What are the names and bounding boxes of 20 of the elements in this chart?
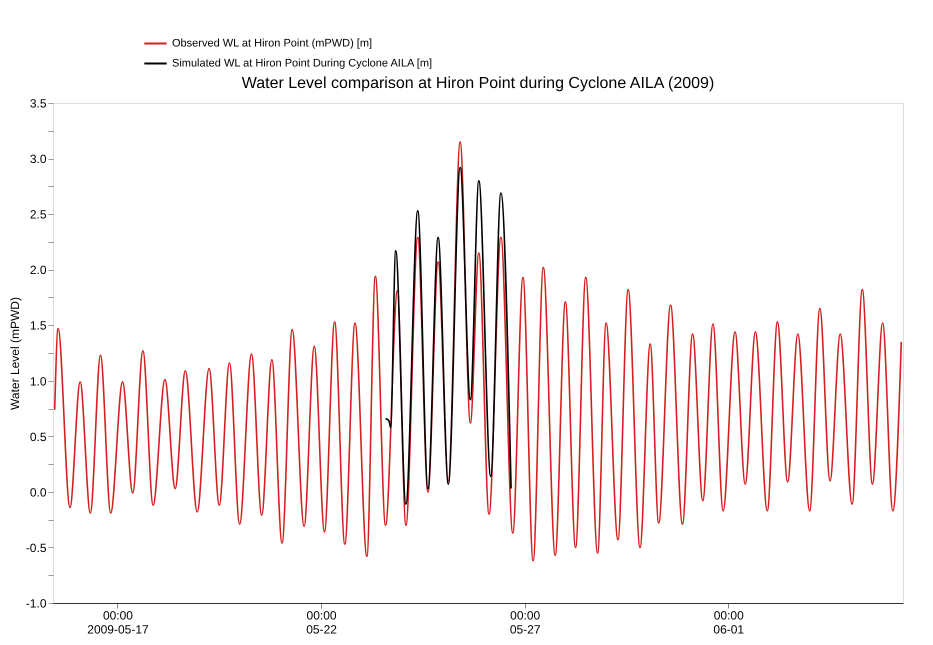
- y-tick-label: 2.5: [30, 208, 47, 222]
- y-tick-label: 0.0: [30, 485, 47, 500]
- y-tick-label: 1.0: [30, 374, 47, 388]
- x-tick-label: 00:00 05-27: [510, 608, 541, 636]
- y-tick-label: 2.0: [30, 263, 47, 278]
- x-tick-label: 00:00 05-22: [306, 608, 338, 636]
- y-tick-label: 3.5: [30, 96, 47, 110]
- line-series: [384, 166, 512, 505]
- x-tick-label: 00:00 06-01: [713, 608, 744, 636]
- y-tick-label: 3.0: [30, 152, 47, 166]
- x-tick-label: 00:00 2009-05-17: [87, 608, 149, 636]
- legend-label: Simulated WL at Hiron Point During Cyclone AILA [m]: [172, 58, 432, 70]
- y-tick-label: -0.5: [26, 540, 47, 555]
- legend-label: Observed WL at Hiron Point (mPWD) [m]: [172, 38, 372, 50]
- y-axis-title: Water Level (mPWD): [8, 297, 22, 410]
- y-tick-label: -1.0: [26, 596, 47, 610]
- y-tick-label: 0.5: [30, 430, 47, 444]
- chart-title: Water Level comparison at Hiron Point during Cyclone AILA (2009): [242, 75, 714, 92]
- line-series: [54, 141, 902, 562]
- y-tick-label: 1.5: [30, 318, 47, 333]
